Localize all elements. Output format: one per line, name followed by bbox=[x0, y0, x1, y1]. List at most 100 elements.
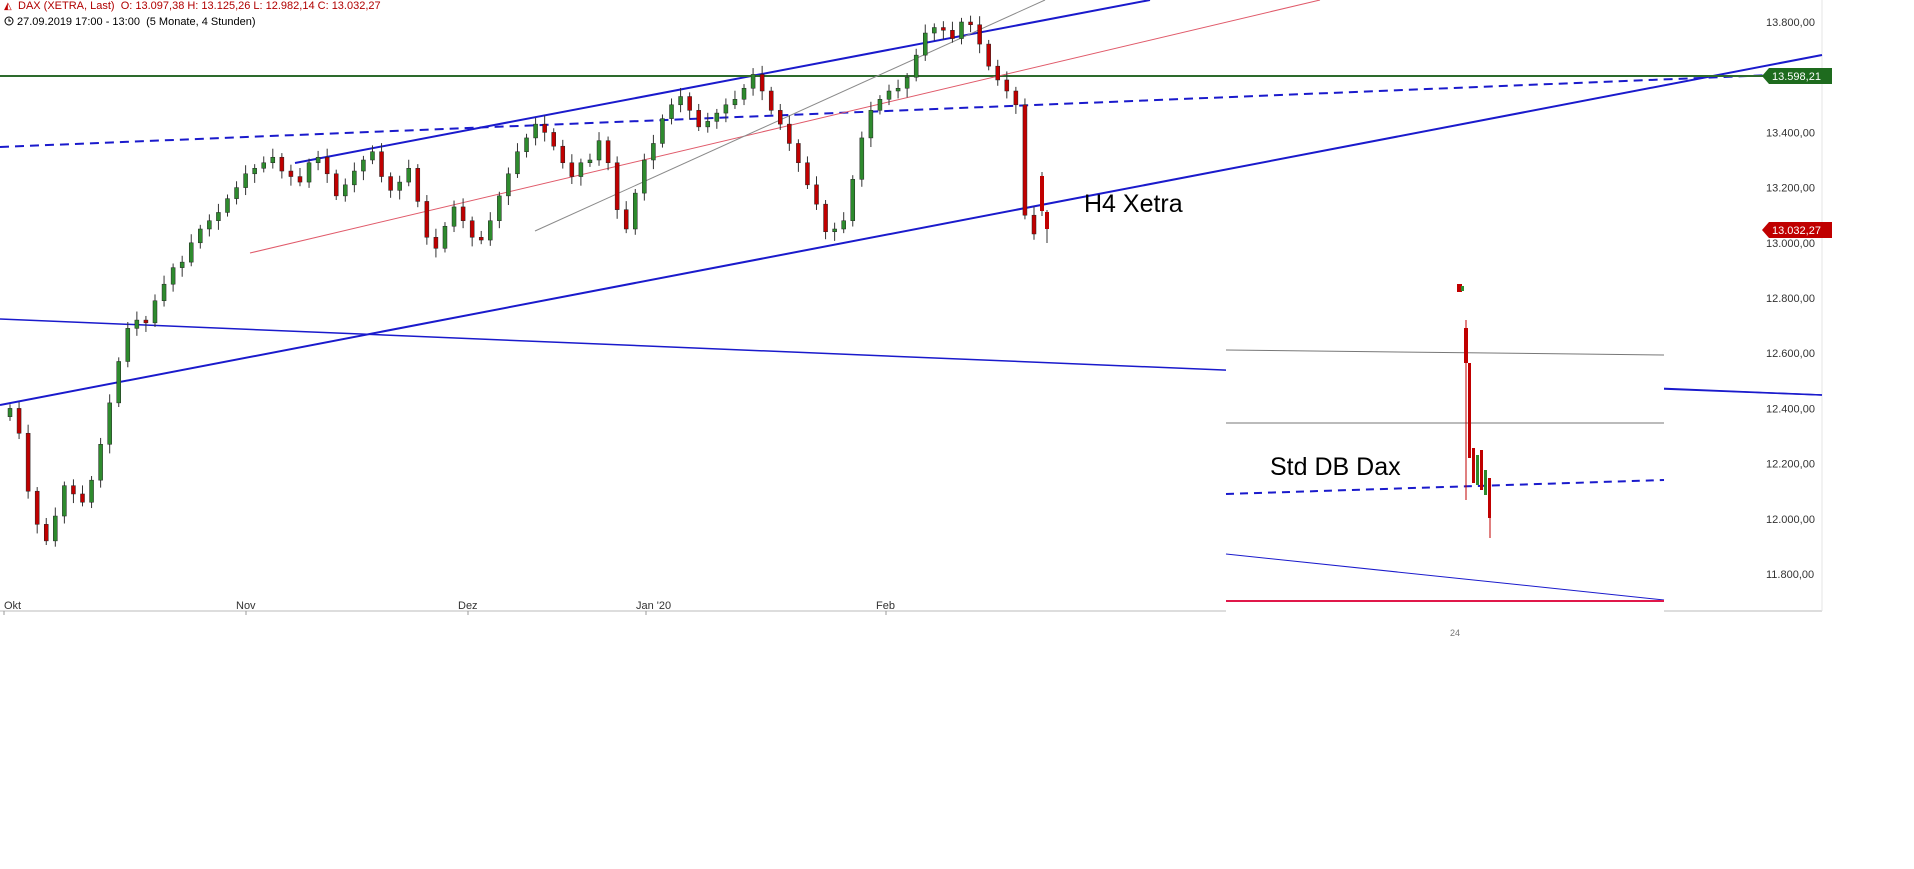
inset-drop-body-3 bbox=[1472, 448, 1475, 483]
candle-up bbox=[932, 27, 937, 34]
candle-up bbox=[533, 123, 538, 139]
y-tick-label: 12.000,00 bbox=[1766, 514, 1815, 526]
candle-up bbox=[633, 192, 638, 230]
y-tick-label: 12.400,00 bbox=[1766, 403, 1815, 415]
candle-up bbox=[497, 195, 502, 221]
instrument-header: ◭ DAX (XETRA, Last) O: 13.097,38 H: 13.12… bbox=[4, 0, 381, 12]
candle-down bbox=[433, 237, 439, 249]
candle-down bbox=[995, 65, 1001, 81]
candle-down bbox=[43, 524, 49, 542]
candle-up bbox=[98, 444, 103, 481]
inset-drop-body-1 bbox=[1464, 328, 1468, 363]
x-tick-label: Dez bbox=[458, 600, 478, 612]
candle-up bbox=[361, 159, 366, 172]
candle-down bbox=[605, 140, 611, 164]
candle-up bbox=[243, 173, 248, 188]
candle-up bbox=[198, 228, 203, 244]
inset-falling-line bbox=[1225, 553, 1665, 601]
falling-line-right bbox=[1663, 388, 1823, 396]
candle-down bbox=[941, 27, 946, 31]
annotation-std-db-dax: Std DB Dax bbox=[1270, 453, 1401, 481]
inset-drop-body-2 bbox=[1468, 363, 1471, 458]
candle-down bbox=[1004, 79, 1010, 92]
candle-down bbox=[379, 151, 384, 177]
candle-down bbox=[814, 184, 819, 205]
x-tick-label: Jan '20 bbox=[636, 600, 671, 612]
candle-up bbox=[642, 159, 647, 194]
candle-up bbox=[188, 242, 194, 263]
candle-up bbox=[107, 402, 112, 445]
level-badge-shape bbox=[1762, 68, 1832, 84]
candle-up bbox=[152, 300, 158, 324]
candle-down bbox=[614, 162, 620, 210]
inset-drop-body-5 bbox=[1488, 478, 1491, 518]
candle-down bbox=[778, 110, 783, 125]
y-tick-label: 13.400,00 bbox=[1766, 127, 1815, 139]
instrument-name: DAX (XETRA, Last) bbox=[18, 0, 115, 12]
candle-down bbox=[1031, 214, 1037, 235]
candle-up bbox=[651, 143, 656, 161]
y-tick-label: 12.600,00 bbox=[1766, 348, 1815, 360]
candle-up bbox=[886, 90, 892, 100]
candle-down bbox=[968, 21, 973, 26]
level-badge: 13.598,21 bbox=[1762, 68, 1832, 84]
last-price-badge: 13.032,27 bbox=[1762, 222, 1832, 238]
candle-up bbox=[750, 74, 756, 89]
candle-down bbox=[977, 24, 982, 45]
y-tick-label: 13.000,00 bbox=[1766, 238, 1815, 250]
candle-down bbox=[333, 173, 339, 197]
candle-up bbox=[225, 198, 230, 213]
candle-up bbox=[315, 156, 321, 164]
level-badge-text: 13.598,21 bbox=[1772, 71, 1821, 83]
candle-down bbox=[696, 110, 701, 128]
chart-logo-icon: ◭ bbox=[4, 1, 12, 12]
candle-up bbox=[451, 206, 457, 227]
candle-up bbox=[904, 76, 910, 89]
y-tick-label: 13.200,00 bbox=[1766, 183, 1815, 195]
candle-up bbox=[524, 137, 529, 152]
candle-up bbox=[442, 225, 448, 249]
dashed-neckline bbox=[0, 72, 1823, 148]
candle-up bbox=[234, 187, 239, 199]
candle-down bbox=[478, 237, 484, 241]
x-tick-label: Nov bbox=[236, 600, 256, 612]
candle-up bbox=[406, 168, 411, 183]
candle-up bbox=[723, 104, 729, 114]
candle-down bbox=[460, 206, 466, 221]
candle-up bbox=[370, 151, 375, 161]
x-tick-label: Okt bbox=[4, 600, 21, 612]
candlesticks bbox=[7, 15, 1037, 547]
inset-dashed-line bbox=[1225, 479, 1665, 495]
y-tick-label: 12.200,00 bbox=[1766, 459, 1815, 471]
candle-down bbox=[759, 74, 765, 92]
inset-background bbox=[1226, 298, 1664, 620]
candle-down bbox=[324, 156, 330, 175]
candle-down bbox=[1013, 90, 1019, 106]
candle-up bbox=[705, 121, 711, 128]
candle-down bbox=[25, 432, 31, 492]
candle-up bbox=[179, 261, 185, 268]
datetime-range: 27.09.2019 17:00 - 13:00 bbox=[17, 16, 140, 28]
candle-up bbox=[252, 168, 257, 175]
candle-down bbox=[542, 123, 547, 133]
inset-panel: 24 bbox=[1225, 284, 1823, 638]
candle-down bbox=[279, 156, 285, 172]
candle-up bbox=[216, 212, 221, 221]
candle-down bbox=[288, 170, 294, 177]
candle-up bbox=[578, 162, 584, 177]
candle-up bbox=[116, 361, 121, 404]
candle-up bbox=[170, 267, 176, 285]
candle-down bbox=[551, 132, 556, 147]
candle-up bbox=[53, 515, 58, 542]
candle-down bbox=[16, 408, 22, 434]
candle-up bbox=[515, 151, 520, 175]
candle-up bbox=[587, 159, 593, 164]
candle-down bbox=[469, 220, 475, 238]
candle-up bbox=[913, 54, 919, 78]
candle-down bbox=[80, 493, 85, 503]
y-axis-ticks: 13.800,0013.600,0013.400,0013.200,0013.0… bbox=[1766, 17, 1815, 581]
candle-down bbox=[823, 203, 828, 233]
candle-up bbox=[207, 220, 212, 230]
candle-down bbox=[687, 96, 692, 111]
